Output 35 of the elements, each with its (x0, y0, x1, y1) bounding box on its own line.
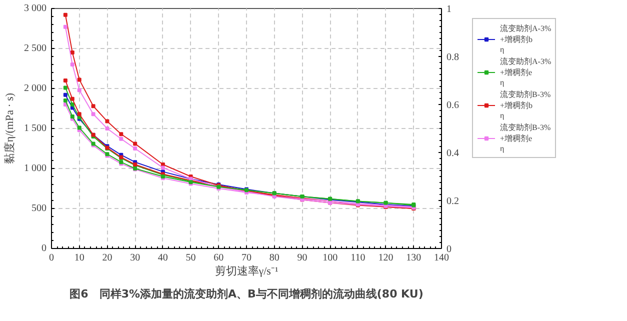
x-tick-label: 0 (49, 252, 54, 264)
y-tick-label: 0 (42, 243, 46, 254)
y2-tick-label: 0.4 (446, 148, 459, 159)
legend-label: 流变助剂A-3% +增稠剂b η (500, 23, 552, 54)
text: 图6 同样3%添加量的流变助剂A、B与不同增稠剂的流动曲线(80 KU) (70, 288, 424, 300)
x-tick-label: 90 (297, 252, 308, 264)
x-tick-label: 80 (269, 252, 280, 264)
x-tick-label: 100 (322, 252, 338, 264)
x-tick-label: 50 (186, 252, 196, 264)
y-tick-label: 1 500 (24, 123, 46, 134)
y-tick-label: 2 000 (24, 83, 46, 94)
y-tick-label: 2 500 (24, 43, 46, 54)
x-tick-label: 20 (102, 252, 112, 264)
legend-label: 流变助剂A-3% +增稠剂e η (500, 56, 552, 87)
x-tick-label: 130 (406, 252, 422, 264)
y2-tick-label: 0.6 (446, 100, 459, 111)
x-tick-label: 30 (130, 252, 140, 264)
x-tick-label: 40 (158, 252, 168, 264)
y-tick-label: 1 000 (24, 163, 46, 174)
y-tick-label: 500 (32, 203, 46, 214)
legend-label: 流变助剂B-3% +增稠剂b η (500, 89, 551, 120)
x-tick-label: 110 (350, 252, 366, 264)
x-axis-title: 剪切速率γ/s⁻¹ (214, 264, 278, 278)
y-tick-label: 3 000 (24, 3, 46, 14)
x-tick-label: 70 (242, 252, 252, 264)
y2-tick-label: 0.2 (446, 196, 459, 207)
x-tick-label: 140 (434, 252, 449, 264)
y2-tick-label: 0.8 (446, 52, 459, 63)
y2-tick-label: 0 (446, 244, 452, 255)
y-axis-title: 黏度η/(mPa · s) (3, 92, 16, 164)
y2-tick-label: 1 (446, 4, 452, 15)
x-tick-label: 120 (378, 252, 394, 264)
x-tick-label: 10 (74, 252, 84, 264)
legend-label: 流变助剂B-3% +增稠剂e η (500, 122, 551, 153)
x-tick-label: 60 (214, 252, 224, 264)
